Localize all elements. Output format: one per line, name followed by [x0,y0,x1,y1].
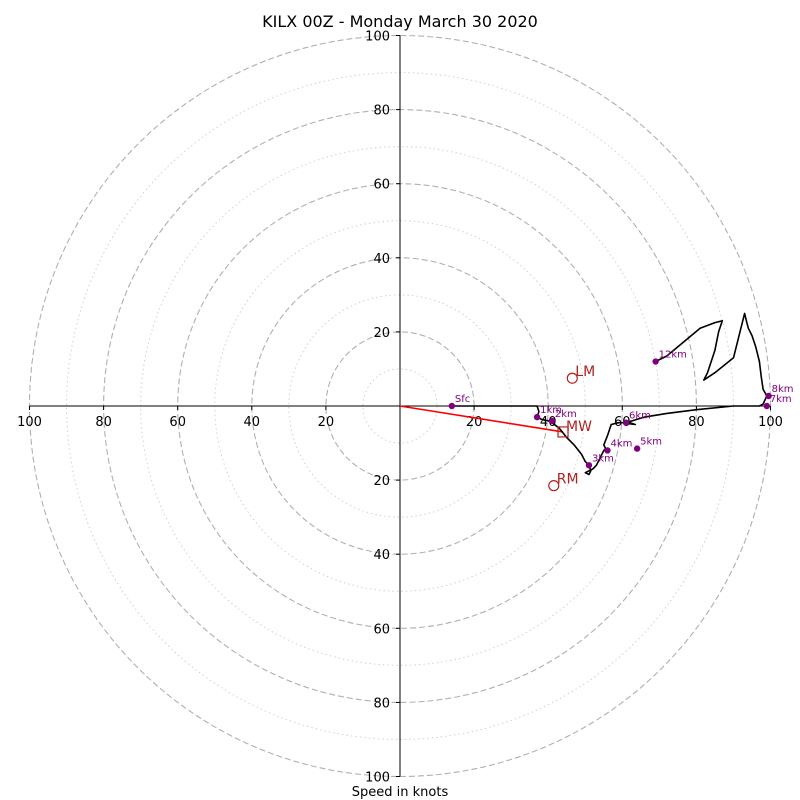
y-tick-label-up-2: 60 [373,178,390,193]
y-tick-label-up-0: 20 [373,326,390,341]
height-marker-label-12km: 12km [659,350,687,361]
right-mover-circle [548,480,560,492]
height-marker-label-4km: 4km [610,438,632,449]
height-marker-12km [652,358,659,365]
x-tick-label-left-3: 40 [244,415,261,430]
x-axis-label: Speed in knots [352,785,449,800]
mean-wind-vector-line [399,405,564,433]
height-marker-label-5km: 5km [640,437,662,448]
height-marker-label-Sfc: Sfc [455,394,470,405]
mean-wind-vector [399,405,564,433]
storm-motion-markers: MW LM RM [548,364,595,492]
y-tick-label-down-3: 80 [373,696,390,711]
axis-tick-labels: 100 80 60 40 20 20 40 60 80 100204060801002040608… [17,30,783,786]
y-tick-label-down-0: 20 [373,474,390,489]
y-tick-label-down-2: 60 [373,622,390,637]
left-mover-label: LM [575,364,595,380]
height-marker-8km [765,392,772,400]
height-marker-label-1km: 1km [540,405,562,416]
x-tick-label-right-3: 80 [688,415,705,430]
height-marker-label-7km: 7km [770,394,792,405]
y-tick-label-up-1: 40 [373,252,390,267]
left-mover-circle [566,372,578,384]
y-tick-label-down-1: 40 [373,548,390,563]
height-marker-label-2km: 2km [555,409,577,420]
x-tick-label-left-0: 100 [17,415,42,430]
x-tick-label-left-4: 20 [318,415,335,430]
height-marker-5km [633,445,641,452]
height-marker-Sfc [448,402,456,410]
mean-wind-square [557,426,569,438]
right-mover-label: RM [557,472,579,488]
height-marker-2km [548,417,556,425]
height-marker-label-6km: 6km [629,411,651,422]
height-marker-1km [533,413,541,421]
mean-wind-label: MW [566,419,592,435]
height-marker-6km [622,419,630,426]
height-marker-label-8km: 8km [772,384,794,395]
height-marker-7km [763,402,770,410]
y-tick-label-up-3: 80 [373,104,390,119]
y-tick-label-down-4: 100 [365,771,390,786]
x-tick-label-left-1: 80 [95,415,112,430]
height-marker-4km [604,447,611,454]
x-tick-label-left-2: 60 [169,415,186,430]
height-marker-3km [585,462,593,469]
x-tick-label-right-4: 100 [758,415,783,430]
height-marker-label-3km: 3km [592,453,614,464]
chart-title: KILX 00Z - Monday March 30 2020 [262,12,538,31]
y-tick-label-up-4: 100 [365,30,390,45]
